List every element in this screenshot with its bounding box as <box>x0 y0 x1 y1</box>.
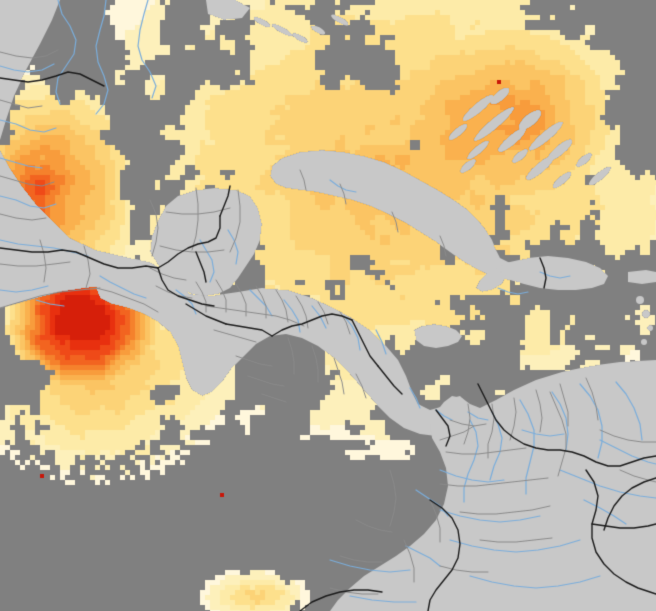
map-viewport[interactable] <box>0 0 656 611</box>
borders-and-rivers-layer <box>0 0 656 611</box>
